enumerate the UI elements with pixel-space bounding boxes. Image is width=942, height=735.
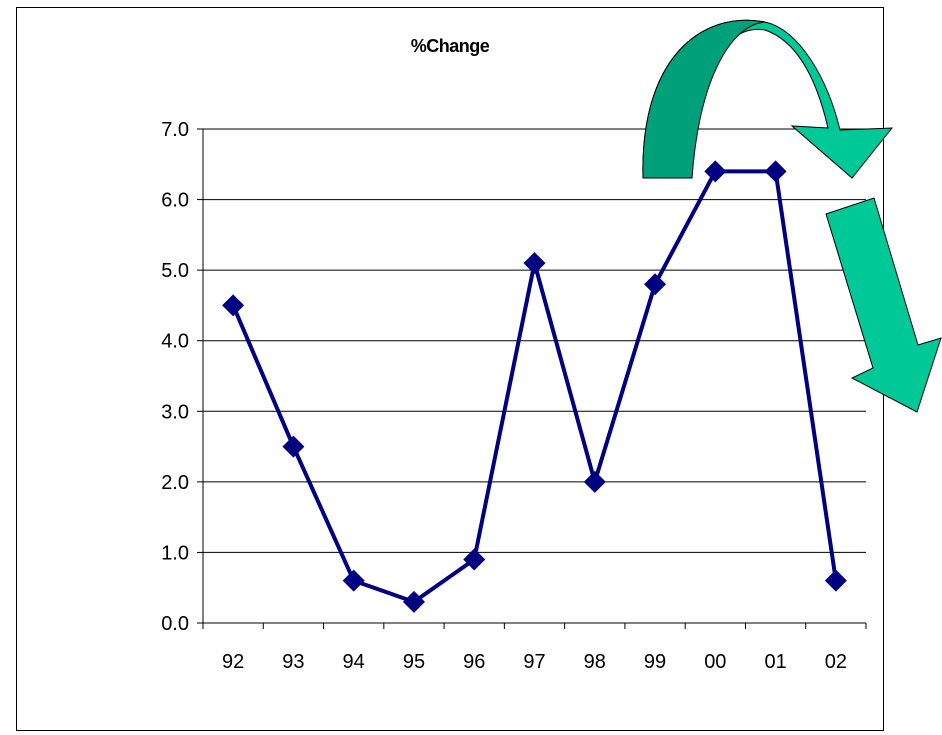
series-line-path	[231, 169, 838, 604]
gridlines	[203, 128, 866, 553]
x-tick-label: 97	[523, 651, 545, 673]
y-tick-label: 7.0	[161, 119, 189, 141]
x-tick-label: 95	[403, 651, 425, 673]
data-point-marker	[824, 569, 847, 592]
x-tick-label: 98	[584, 651, 606, 673]
x-tick-label: 93	[282, 651, 304, 673]
y-tick-label: 4.0	[161, 331, 189, 353]
curved-arrow-icon	[642, 19, 894, 179]
y-tick-label: 0.0	[161, 613, 189, 635]
x-tick-label: 00	[704, 651, 726, 673]
x-tick-label: 02	[825, 651, 847, 673]
x-tick-label: 92	[222, 651, 244, 673]
y-tick-label: 5.0	[161, 260, 189, 282]
x-tick-label: 01	[764, 651, 786, 673]
axes: 0.0 1.0 2.0 3.0 4.0 5.0 6.0 7.0 92 93 94 95 96 97 98 99…	[161, 119, 867, 673]
data-point-marker	[523, 252, 546, 275]
data-point-marker	[644, 273, 667, 296]
y-tick-label: 3.0	[161, 401, 189, 423]
series-line	[231, 169, 838, 604]
y-tick-label: 1.0	[161, 542, 189, 564]
y-tick-label: 6.0	[161, 190, 189, 212]
series-markers	[222, 160, 847, 613]
y-tick-label: 2.0	[161, 472, 189, 494]
chart-title: %Change	[411, 36, 490, 56]
data-point-marker	[222, 294, 245, 317]
data-point-marker	[282, 435, 305, 458]
x-tick-label: 94	[343, 651, 365, 673]
data-point-marker	[463, 548, 486, 571]
data-point-marker	[402, 590, 425, 613]
data-point-marker	[764, 160, 787, 183]
x-tick-label: 99	[644, 651, 666, 673]
data-point-marker	[342, 569, 365, 592]
down-arrow-icon	[825, 197, 942, 413]
data-point-marker	[704, 160, 727, 183]
data-point-marker	[583, 470, 606, 493]
x-tick-label: 96	[463, 651, 485, 673]
